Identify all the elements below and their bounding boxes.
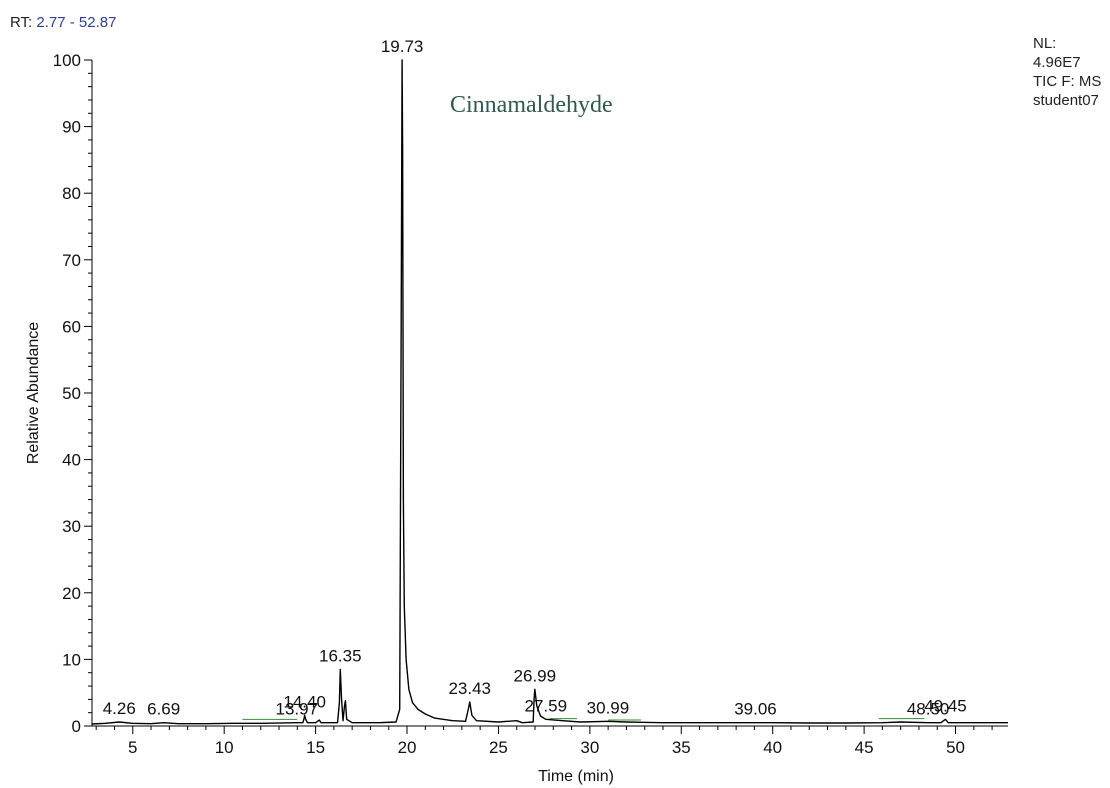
- x-tick-label: 10: [215, 738, 234, 757]
- peak-label: 30.99: [587, 698, 630, 717]
- rt-prefix: RT:: [10, 14, 33, 31]
- y-tick-label: 20: [62, 584, 81, 603]
- scan-filter: TIC F: MS: [1033, 73, 1102, 90]
- rt-range-value: 2.77 - 52.87: [36, 14, 117, 31]
- y-tick-label: 40: [62, 451, 81, 470]
- peak-label: 26.99: [514, 666, 557, 685]
- x-tick-label: 40: [763, 738, 782, 757]
- scan-info: NL: 4.96E7 TIC F: MS student07: [1033, 34, 1101, 110]
- x-tick-label: 45: [855, 738, 874, 757]
- peak-label: 6.69: [147, 700, 180, 719]
- sample-name: student07: [1033, 92, 1099, 109]
- x-tick-label: 15: [306, 738, 325, 757]
- y-tick-label: 70: [62, 251, 81, 270]
- y-axis-title: Relative Abundance: [25, 322, 42, 464]
- x-tick-label: 50: [946, 738, 965, 757]
- peak-label: 14.40: [283, 692, 326, 711]
- peak-label: 27.59: [525, 696, 568, 715]
- y-tick-label: 80: [62, 184, 81, 203]
- peak-label: 4.26: [103, 699, 136, 718]
- peak-label: 49.45: [924, 696, 967, 715]
- rt-range-readout: RT: 2.77 - 52.87: [10, 14, 116, 31]
- y-tick-label: 60: [62, 317, 81, 336]
- x-tick-label: 5: [128, 738, 137, 757]
- y-tick-label: 50: [62, 384, 81, 403]
- y-tick-label: 90: [62, 118, 81, 137]
- x-tick-label: 30: [580, 738, 599, 757]
- nl-label: NL:: [1033, 35, 1057, 52]
- compound-annotation: Cinnamaldehyde: [450, 92, 613, 118]
- peak-label: 23.43: [448, 679, 491, 698]
- x-tick-label: 25: [489, 738, 508, 757]
- x-tick-label: 20: [398, 738, 417, 757]
- x-tick-label: 35: [672, 738, 691, 757]
- y-tick-label: 100: [53, 51, 81, 70]
- tic-trace: [91, 59, 1008, 725]
- y-tick-label: 10: [62, 650, 81, 669]
- peak-label: 48.50: [907, 700, 950, 719]
- peak-label: 19.73: [381, 37, 424, 56]
- peak-label: 16.35: [319, 646, 362, 665]
- x-axis-title: Time (min): [538, 768, 614, 785]
- peak-label: 13.97: [276, 700, 319, 719]
- nl-value: 4.96E7: [1033, 54, 1081, 71]
- y-tick-label: 0: [72, 717, 81, 736]
- y-tick-label: 30: [62, 517, 81, 536]
- peak-label: 39.06: [734, 700, 777, 719]
